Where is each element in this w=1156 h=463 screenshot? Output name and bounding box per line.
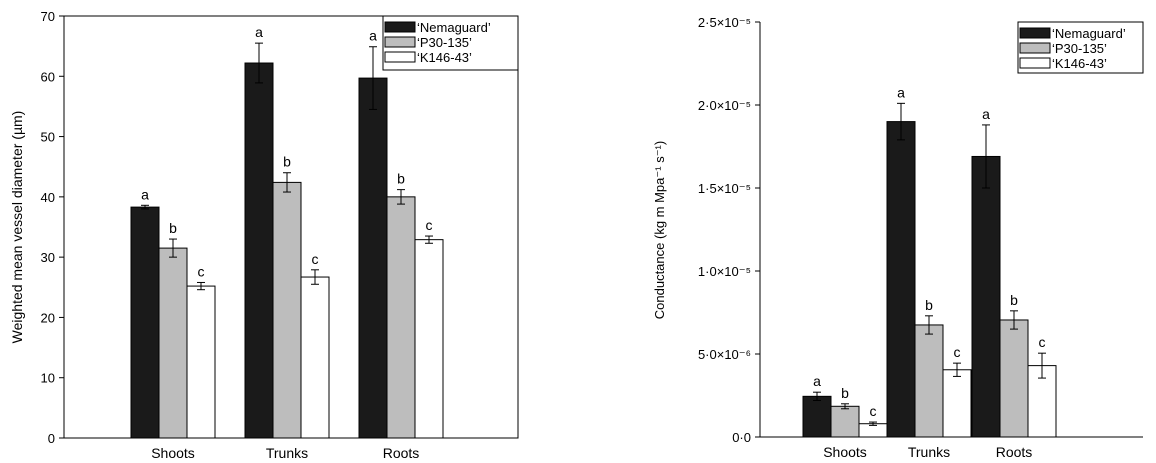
significance-letter: c (426, 217, 433, 233)
bar-2-roots (414, 239, 444, 439)
bar-1-shoots (830, 405, 860, 438)
legend-swatch (384, 36, 416, 48)
legend-swatch (384, 51, 416, 63)
bar-0-shoots (130, 206, 160, 439)
x-category-label: Trunks (266, 445, 308, 461)
y-tick-label: 2·5×10⁻⁵ (698, 15, 751, 30)
significance-letter: b (1010, 292, 1018, 308)
legend-entry: ‘Nemaguard’ (1052, 26, 1126, 41)
y-tick-label: 2·0×10⁻⁵ (698, 98, 751, 113)
significance-letter: a (982, 106, 990, 122)
y-tick-label: 40 (41, 190, 55, 205)
x-category-label: Shoots (823, 444, 867, 460)
legend-entry: ‘Nemaguard’ (417, 20, 491, 35)
bar-0-roots (971, 155, 1001, 438)
legend-swatch (1019, 57, 1051, 69)
significance-letter: c (198, 263, 205, 279)
significance-letter: a (141, 186, 149, 202)
bar-1-roots (386, 196, 416, 439)
y-axis-label: Weighted mean vessel diameter (µm) (9, 111, 25, 344)
significance-letter: c (870, 403, 877, 419)
significance-letter: b (397, 171, 405, 187)
bar-0-trunks (244, 62, 274, 439)
legend-entry: ‘P30-135’ (417, 35, 472, 50)
x-category-label: Roots (383, 445, 420, 461)
y-tick-label: 60 (41, 69, 55, 84)
significance-letter: a (813, 373, 821, 389)
conductance-chart: 0·0 5·0×10⁻⁶ 1·0×10⁻⁵ 1·5×10⁻⁵ 2·0×10⁻⁵ 2·5×1… (652, 15, 1144, 460)
bar-2-trunks (942, 369, 972, 438)
x-category-label: Trunks (908, 444, 950, 460)
y-tick-label: 0 (48, 431, 55, 446)
bar-1-shoots (158, 247, 188, 439)
y-tick-label: 70 (41, 9, 55, 24)
significance-letter: a (897, 84, 905, 100)
y-tick-label: 5·0×10⁻⁶ (698, 347, 751, 362)
y-tick-label: 1·5×10⁻⁵ (698, 181, 751, 196)
significance-letter: c (1039, 334, 1046, 350)
significance-letter: b (169, 220, 177, 236)
bar-2-shoots (186, 285, 216, 439)
y-axis-label: Conductance (kg m Mpa⁻¹ s⁻¹) (652, 141, 667, 319)
significance-letter: a (369, 28, 377, 44)
legend-swatch (1019, 42, 1051, 54)
x-category-label: Shoots (151, 445, 195, 461)
legend-entry: ‘P30-135’ (1052, 41, 1107, 56)
y-tick-label: 1·0×10⁻⁵ (698, 264, 751, 279)
bar-0-shoots (802, 395, 832, 438)
y-tick-label: 0·0 (732, 430, 751, 445)
significance-letter: b (925, 297, 933, 313)
y-tick-label: 20 (41, 310, 55, 325)
legend-entry: ‘K146-43’ (1052, 56, 1107, 71)
significance-letter: b (841, 385, 849, 401)
bar-0-roots (358, 77, 388, 439)
x-category-label: Roots (996, 444, 1033, 460)
y-tick-label: 10 (41, 371, 55, 386)
legend-swatch (1019, 27, 1051, 39)
significance-letter: c (312, 251, 319, 267)
bar-0-trunks (886, 121, 916, 438)
significance-letter: c (954, 344, 961, 360)
significance-letter: a (255, 24, 263, 40)
y-tick-label: 50 (41, 130, 55, 145)
legend-entry: ‘K146-43’ (417, 50, 472, 65)
bar-1-trunks (272, 181, 302, 439)
bar-1-roots (999, 319, 1029, 438)
y-tick-label: 30 (41, 250, 55, 265)
bar-1-trunks (914, 324, 944, 438)
bar-2-trunks (300, 276, 330, 439)
significance-letter: b (283, 154, 291, 170)
vessel-diameter-chart: 0 10 20 30 40 50 60 70 Weighted mean vessel diam… (9, 9, 519, 461)
legend-swatch (384, 21, 416, 33)
